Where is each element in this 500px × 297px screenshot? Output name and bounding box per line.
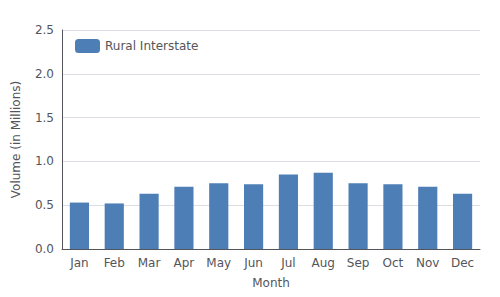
svg-text:0.0: 0.0 (35, 242, 54, 256)
svg-text:Feb: Feb (104, 256, 125, 270)
svg-text:Apr: Apr (174, 256, 195, 270)
svg-text:Oct: Oct (383, 256, 404, 270)
svg-text:Volume (in Millions): Volume (in Millions) (9, 81, 23, 198)
svg-text:Nov: Nov (416, 256, 439, 270)
svg-text:2.5: 2.5 (35, 23, 54, 37)
svg-text:Jun: Jun (243, 256, 263, 270)
svg-text:Mar: Mar (138, 256, 161, 270)
svg-text:Aug: Aug (312, 256, 335, 270)
svg-text:Dec: Dec (451, 256, 474, 270)
svg-text:2.0: 2.0 (35, 67, 54, 81)
svg-text:May: May (206, 256, 231, 270)
svg-text:Jan: Jan (69, 256, 89, 270)
svg-text:Sep: Sep (347, 256, 370, 270)
svg-text:1.5: 1.5 (35, 111, 54, 125)
svg-text:Jul: Jul (280, 256, 295, 270)
svg-text:0.5: 0.5 (35, 198, 54, 212)
svg-text:Month: Month (252, 276, 290, 290)
svg-text:Rural Interstate: Rural Interstate (105, 39, 198, 53)
svg-text:1.0: 1.0 (35, 154, 54, 168)
